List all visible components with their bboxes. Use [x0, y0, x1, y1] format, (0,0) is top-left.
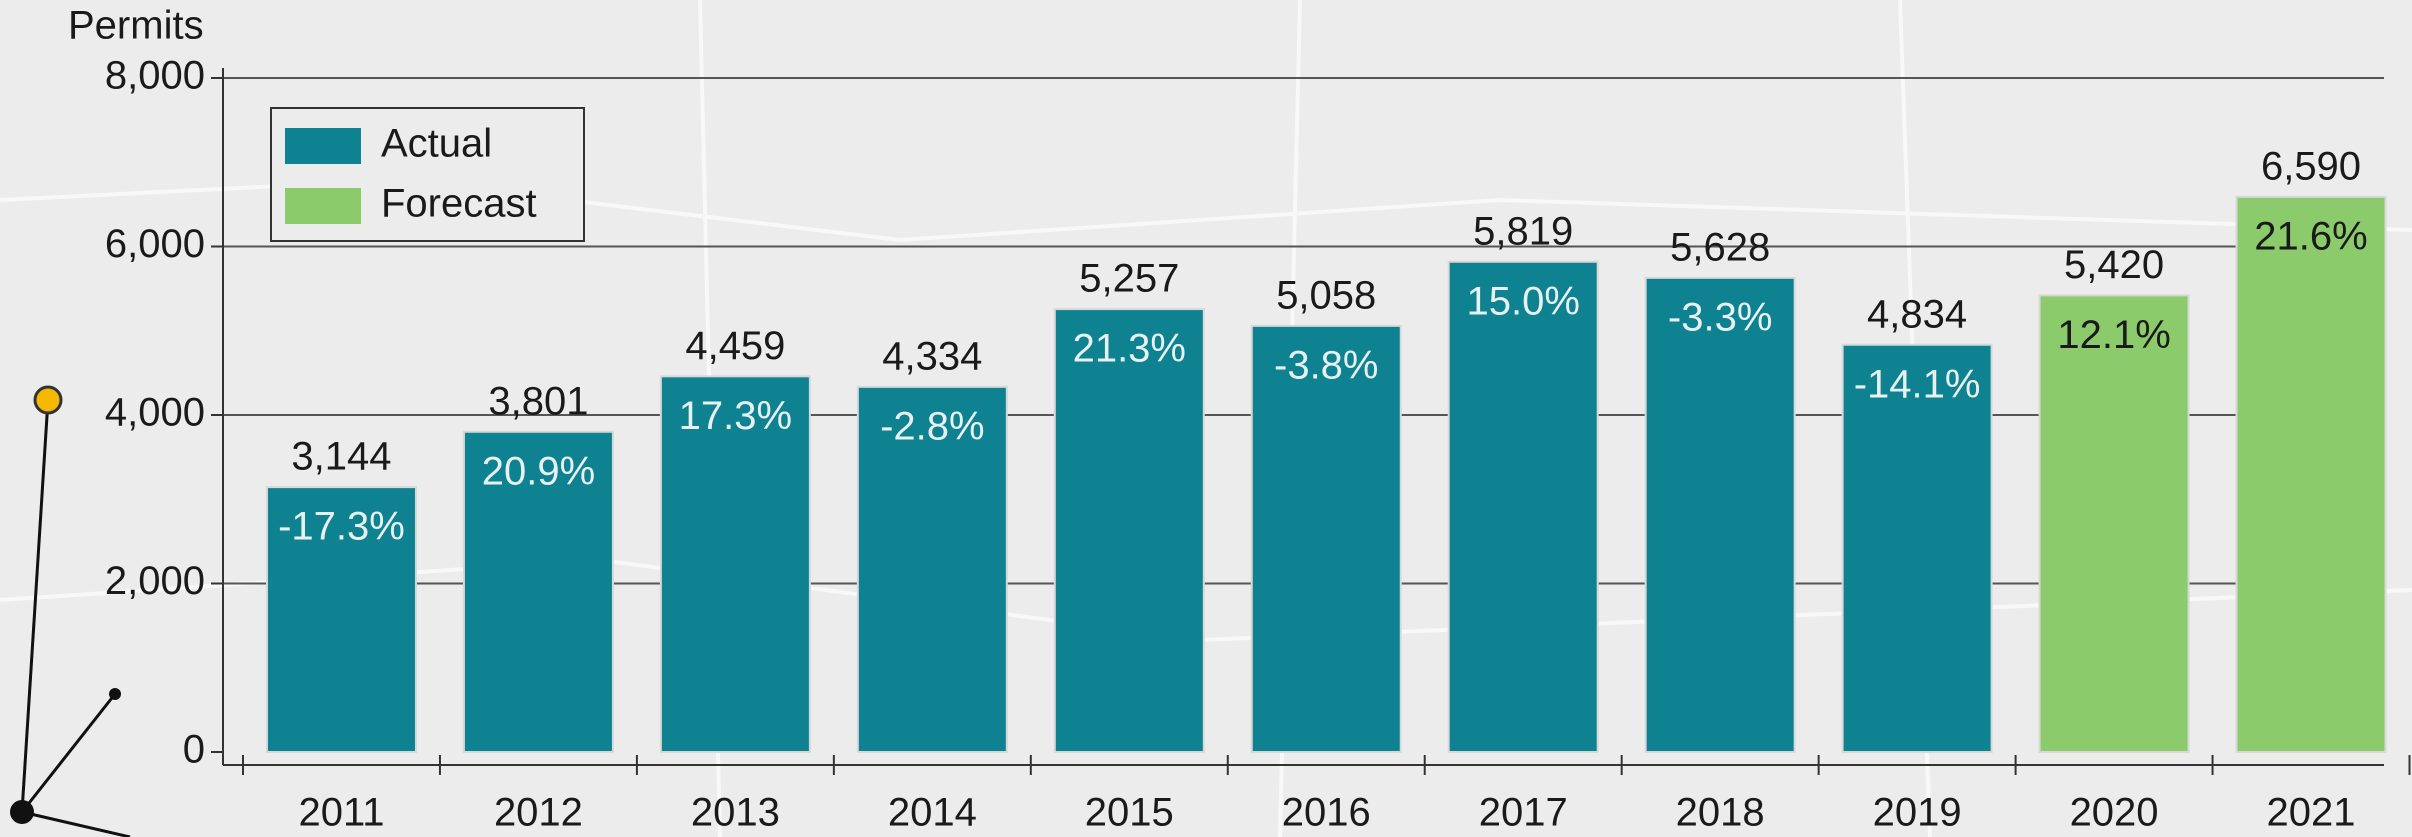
growth-label: -3.8% — [1274, 343, 1379, 387]
legend-swatch — [285, 128, 361, 164]
y-tick-label: 4,000 — [105, 391, 205, 435]
x-tick-label: 2014 — [888, 791, 977, 835]
y-tick-label: 0 — [183, 728, 205, 772]
bar — [462, 430, 614, 753]
legend-label: Actual — [381, 122, 492, 166]
y-axis-label: Permits — [68, 4, 204, 48]
bar — [1841, 343, 1993, 753]
bar — [1644, 276, 1796, 753]
value-label: 5,819 — [1473, 209, 1573, 253]
growth-label: -3.3% — [1668, 295, 1773, 339]
value-label: 4,459 — [685, 324, 785, 368]
legend-label: Forecast — [381, 182, 537, 226]
x-tick-label: 2015 — [1085, 791, 1174, 835]
bar — [265, 486, 417, 753]
bar — [1250, 324, 1402, 753]
growth-label: 17.3% — [679, 394, 792, 438]
x-tick-label: 2013 — [691, 791, 780, 835]
value-label: 5,257 — [1079, 257, 1179, 301]
x-tick-label: 2016 — [1282, 791, 1371, 835]
growth-label: 21.6% — [2254, 214, 2367, 258]
value-label: 3,801 — [488, 379, 588, 423]
value-label: 5,058 — [1276, 273, 1376, 317]
value-label: 4,334 — [882, 334, 982, 378]
x-tick-label: 2020 — [2070, 791, 2159, 835]
value-label: 3,144 — [291, 435, 391, 479]
x-tick-label: 2018 — [1676, 791, 1765, 835]
y-tick-label: 8,000 — [105, 54, 205, 98]
growth-label: -17.3% — [278, 505, 405, 549]
growth-label: 15.0% — [1466, 279, 1579, 323]
value-label: 6,590 — [2261, 144, 2361, 188]
y-tick-label: 2,000 — [105, 559, 205, 603]
x-tick-label: 2011 — [298, 791, 384, 835]
value-label: 4,834 — [1867, 292, 1967, 336]
bar — [856, 385, 1008, 753]
bar — [659, 375, 811, 753]
legend-swatch — [285, 188, 361, 224]
value-label: 5,628 — [1670, 225, 1770, 269]
growth-label: 21.3% — [1073, 327, 1186, 371]
bar — [2235, 195, 2387, 754]
growth-label: 20.9% — [482, 449, 595, 493]
bar — [1053, 308, 1205, 753]
growth-label: -14.1% — [1854, 362, 1981, 406]
x-tick-label: 2019 — [1873, 791, 1962, 835]
y-tick-label: 6,000 — [105, 222, 205, 266]
bar — [2038, 294, 2190, 753]
x-tick-label: 2021 — [2267, 791, 2356, 835]
x-tick-label: 2017 — [1479, 791, 1568, 835]
growth-label: -2.8% — [880, 404, 985, 448]
value-label: 5,420 — [2064, 243, 2164, 287]
growth-label: 12.1% — [2057, 313, 2170, 357]
bar — [1447, 260, 1599, 753]
decoration — [10, 385, 131, 837]
x-tick-label: 2012 — [494, 791, 583, 835]
